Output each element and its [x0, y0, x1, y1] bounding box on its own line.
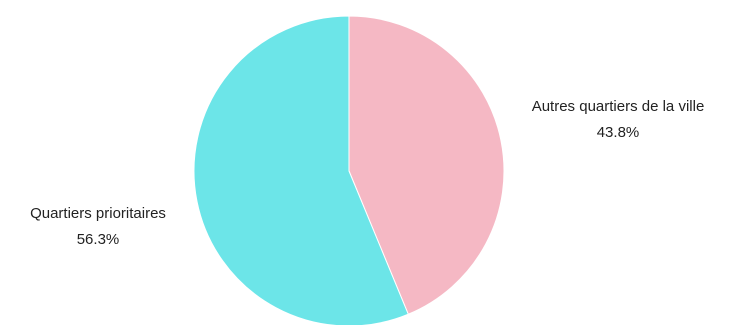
pie-slice-0 — [348, 15, 505, 315]
pie-slice-1 — [193, 15, 409, 325]
slice-label-autres-quartiers: Autres quartiers de la ville — [532, 98, 705, 115]
slice-value-autres-quartiers: 43.8% — [597, 124, 640, 141]
slice-value-quartiers-prioritaires: 56.3% — [77, 231, 120, 248]
pie-slices — [193, 15, 505, 325]
slice-label-quartiers-prioritaires: Quartiers prioritaires — [30, 205, 166, 222]
